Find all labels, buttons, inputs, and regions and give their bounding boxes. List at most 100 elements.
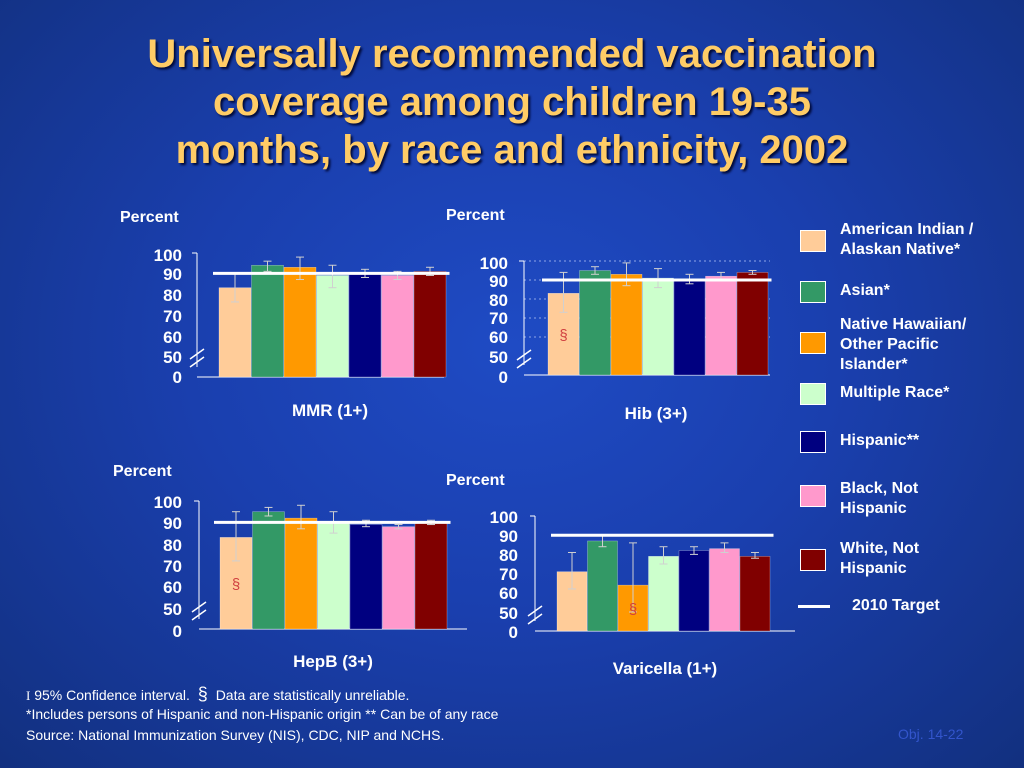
bar (349, 524, 383, 630)
legend-label: Asian* (840, 282, 890, 299)
y-tick-label: 80 (499, 546, 518, 565)
y-tick-label: 100 (490, 508, 518, 527)
legend-swatch (800, 431, 826, 453)
y-tick-label: 60 (163, 328, 182, 347)
legend-swatch (800, 230, 826, 252)
y-tick-label: 90 (489, 272, 508, 291)
bar (587, 540, 618, 632)
chart-title: MMR (1+) (292, 401, 368, 420)
axis-break-mark (189, 356, 205, 368)
section-symbol-icon: § (197, 684, 208, 704)
legend-swatch (800, 383, 826, 405)
unreliable-marker: § (232, 576, 240, 593)
y-tick-label: 80 (489, 291, 508, 310)
y-tick-label: 80 (163, 286, 182, 305)
legend-item-white: White, Not Hispanic (800, 539, 919, 579)
bar (218, 287, 252, 378)
title-line-3: months, by race and ethnicity, 2002 (175, 128, 849, 172)
bar (381, 275, 414, 378)
legend-swatch (800, 485, 826, 507)
legend-label: White, Not Hispanic (840, 540, 920, 577)
y-tick-label: 50 (489, 348, 508, 367)
bar (642, 277, 674, 376)
legend-item-native-hawaiian: Native Hawaiian/Other Pacific Islander* (800, 315, 966, 375)
axis-break-mark (516, 357, 532, 369)
legend-swatch (800, 332, 826, 354)
unreliable-marker: § (559, 327, 567, 344)
y-tick-label: 60 (499, 584, 518, 603)
legend-label: Multiple Race* (840, 384, 950, 401)
objective-label: Obj. 14-22 (898, 726, 964, 742)
chart-title: Varicella (1+) (613, 659, 717, 678)
bar (284, 517, 318, 630)
axis-break-mark (191, 601, 207, 613)
y-tick-label: 100 (154, 246, 182, 265)
bar (252, 511, 285, 630)
bar (316, 275, 349, 378)
slide-title: Universally recommended vaccination cove… (0, 30, 1024, 174)
bar (610, 274, 643, 376)
y-tick-label: 100 (480, 254, 508, 273)
bar (382, 526, 415, 630)
y-tick-label: 50 (163, 600, 182, 619)
legend-item-multiple-race: Multiple Race* (800, 383, 949, 405)
ci-text: 95% Confidence interval. (34, 687, 190, 703)
legend-label: Native Hawaiian/Other Pacific Islander* (840, 316, 967, 373)
legend-label: 2010 Target (852, 597, 940, 614)
bar (251, 264, 284, 378)
y-axis-label: Percent (120, 209, 179, 226)
y-tick-label: 0 (173, 622, 182, 641)
bar (414, 522, 448, 630)
bar (579, 270, 611, 376)
bar (317, 522, 350, 630)
axis-break-mark (516, 349, 532, 361)
legend-item-black: Black, Not Hispanic (800, 479, 918, 519)
legend-label: Hispanic** (840, 432, 920, 449)
y-tick-label: 90 (499, 527, 518, 546)
y-axis-label: Percent (446, 207, 505, 224)
y-tick-label: 90 (163, 265, 182, 284)
legend-item-asian: Asian* (800, 281, 890, 303)
section-text: Data are statistically unreliable. (215, 687, 410, 703)
y-tick-label: 50 (163, 348, 182, 367)
bar (705, 275, 737, 376)
legend-item-hispanic: Hispanic** (800, 431, 919, 453)
axis-break-mark (189, 348, 205, 360)
y-tick-label: 70 (499, 565, 518, 584)
y-tick-label: 60 (163, 578, 182, 597)
bar (678, 550, 710, 632)
bar (709, 548, 740, 632)
legend-item-target: 2010 Target (798, 596, 940, 616)
ci-symbol-icon: I (26, 688, 31, 703)
footnote-line-1: I 95% Confidence interval. § Data are st… (26, 684, 409, 705)
legend-item-american-indian: American Indian / Alaskan Native* (800, 220, 973, 260)
y-tick-label: 70 (163, 557, 182, 576)
chart-title: Hib (3+) (625, 404, 688, 423)
y-tick-label: 70 (489, 309, 508, 328)
bar (673, 279, 706, 376)
axis-break-mark (191, 609, 207, 621)
y-tick-label: 0 (509, 623, 518, 642)
title-line-2: coverage among children 19-35 (212, 80, 811, 124)
y-tick-label: 90 (163, 514, 182, 533)
y-tick-label: 50 (499, 604, 518, 623)
footnote-line-3: Source: National Immunization Survey (NI… (26, 727, 445, 743)
y-tick-label: 0 (173, 368, 182, 387)
bar (348, 273, 382, 378)
bar (648, 556, 679, 632)
legend-swatch (800, 549, 826, 571)
target-line-icon (798, 605, 830, 608)
y-tick-label: 100 (154, 493, 182, 512)
axis-break-mark (527, 613, 543, 625)
bar (739, 556, 771, 632)
axis-break-mark (527, 605, 543, 617)
title-line-1: Universally recommended vaccination (147, 32, 877, 76)
bar (736, 272, 769, 376)
y-tick-label: 60 (489, 328, 508, 347)
unreliable-marker: § (629, 601, 637, 618)
y-axis-label: Percent (113, 463, 172, 480)
legend-label: Black, Not Hispanic (840, 480, 919, 517)
bar (283, 267, 317, 378)
y-tick-label: 0 (499, 368, 508, 387)
